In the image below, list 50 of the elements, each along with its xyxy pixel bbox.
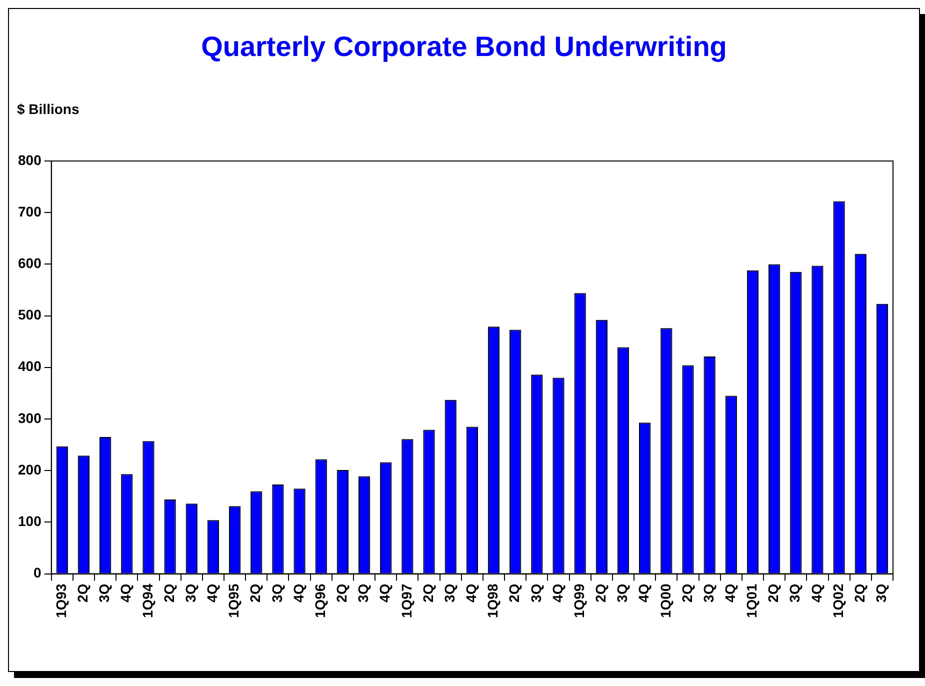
x-tick-label: 3Q xyxy=(528,584,544,602)
x-tick-label: 4Q xyxy=(204,584,220,602)
x-tick-label: 2Q xyxy=(334,584,350,602)
x-tick-label: 2Q xyxy=(506,584,522,602)
x-tick-label: 3Q xyxy=(700,584,716,602)
chart-title: Quarterly Corporate Bond Underwriting xyxy=(200,31,728,63)
x-tick-label: 1Q99 xyxy=(570,584,587,618)
y-tick-label: 0 xyxy=(34,564,42,581)
x-tick-label: 3Q xyxy=(96,584,112,602)
x-tick-label: 4Q xyxy=(463,584,480,602)
y-tick-label: 800 xyxy=(18,152,42,168)
x-tick-label: 1Q97 xyxy=(398,584,414,618)
x-tick-label: 4Q xyxy=(118,584,134,602)
x-tick-label: 2Q xyxy=(678,584,695,602)
x-tick-label: 1Q93 xyxy=(53,584,70,618)
x-tick-label: 2Q xyxy=(851,584,868,602)
x-tick-label: 3Q xyxy=(355,584,372,602)
x-tick-label: 4Q xyxy=(376,584,393,602)
x-tick-label: 3Q xyxy=(441,584,458,602)
x-tick-label: 1Q01 xyxy=(744,584,760,618)
y-tick-label: 200 xyxy=(18,461,42,478)
x-tick-label: 2Q xyxy=(765,584,782,602)
x-tick-label: 3Q xyxy=(182,584,198,602)
x-tick-label: 1Q00 xyxy=(657,584,674,618)
y-tick-label: 600 xyxy=(18,255,42,272)
x-tick-label: 1Q02 xyxy=(830,584,846,618)
y-tick-label: 500 xyxy=(18,306,42,323)
y-tick-label: 400 xyxy=(18,358,42,374)
x-tick-label: 2Q xyxy=(592,584,609,602)
x-tick-label: 2Q xyxy=(74,584,91,602)
y-tick-label: 700 xyxy=(18,203,42,220)
x-tick-label: 4Q xyxy=(808,584,824,602)
x-tick-label: 4Q xyxy=(636,584,652,602)
y-tick-label: 100 xyxy=(18,513,42,530)
x-tick-label: 4Q xyxy=(290,584,306,602)
x-tick-label: 3Q xyxy=(614,584,630,602)
x-tick-label: 3Q xyxy=(268,584,285,602)
x-tick-label: 4Q xyxy=(722,584,738,602)
x-tick-label: 1Q94 xyxy=(139,584,156,618)
x-tick-label: 1Q95 xyxy=(226,584,242,618)
y-tick-label: 300 xyxy=(18,410,42,426)
x-tick-label: 4Q xyxy=(549,584,566,602)
x-tick-label: 1Q98 xyxy=(484,584,501,618)
x-tick-label: 3Q xyxy=(873,584,890,602)
y-axis-title: $ Billions xyxy=(17,101,80,117)
x-tick-label: 2Q xyxy=(247,584,264,602)
x-tick-label: 2Q xyxy=(160,584,177,602)
x-tick-label: 1Q96 xyxy=(312,584,328,618)
x-tick-label: 2Q xyxy=(420,584,436,602)
x-tick-label: 3Q xyxy=(786,584,803,602)
